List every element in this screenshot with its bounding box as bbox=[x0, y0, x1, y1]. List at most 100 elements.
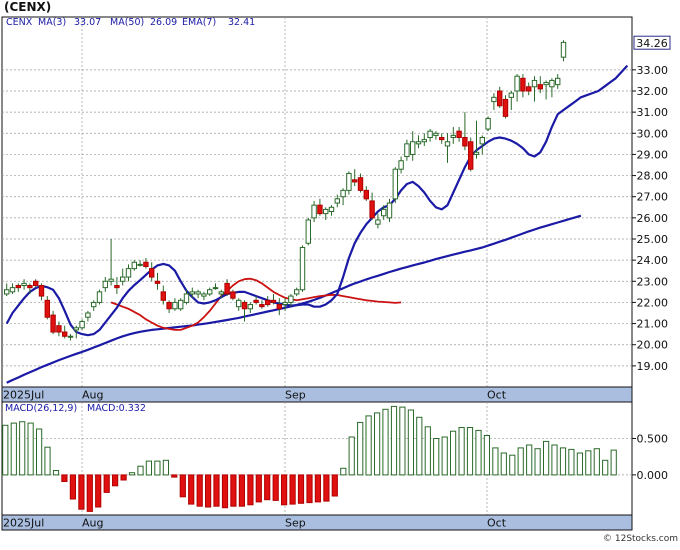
macd-bar-positive bbox=[568, 448, 575, 476]
candle-body-up bbox=[212, 287, 219, 290]
candle-body-down bbox=[33, 280, 39, 287]
candle-body-up bbox=[346, 172, 352, 191]
candle-body-down bbox=[526, 86, 532, 92]
candle-body-up bbox=[560, 41, 567, 58]
candle-body-up bbox=[207, 289, 213, 295]
macd-bar-negative bbox=[297, 474, 305, 504]
macd-bar-negative bbox=[272, 474, 279, 501]
candle bbox=[305, 217, 312, 246]
macd-bar-positive bbox=[36, 428, 43, 476]
candle bbox=[479, 135, 486, 155]
macd-bar-negative bbox=[255, 474, 262, 503]
macd-x-axis-labels: 2025Jul Aug Sep Oct bbox=[3, 517, 507, 530]
candle bbox=[317, 198, 323, 216]
candle-body-down bbox=[44, 299, 50, 318]
candle-body-up bbox=[189, 291, 196, 295]
candle bbox=[172, 298, 178, 311]
candle-body-up bbox=[91, 301, 97, 308]
candle bbox=[352, 169, 358, 187]
candle bbox=[27, 283, 33, 294]
macd-bar-positive bbox=[458, 427, 465, 476]
candle bbox=[531, 76, 538, 102]
candle bbox=[189, 287, 196, 299]
price-y-tick-label: 22.00 bbox=[637, 296, 669, 309]
candle-body-up bbox=[410, 141, 416, 155]
macd-bar-positive bbox=[416, 416, 423, 476]
macd-bar-positive bbox=[145, 460, 153, 476]
macd-bar-positive bbox=[602, 459, 609, 476]
legend-ema7-value: 32.41 bbox=[228, 17, 255, 28]
macd-bar-positive bbox=[52, 470, 60, 476]
macd-bar-negative bbox=[205, 474, 212, 508]
candle-body-up bbox=[131, 261, 138, 270]
legend-ma50-label: MA(50) bbox=[110, 17, 144, 28]
candle bbox=[491, 93, 497, 111]
price-y-tick-label: 28.00 bbox=[637, 170, 669, 183]
candle bbox=[166, 300, 172, 313]
macd-bar-positive bbox=[390, 405, 398, 476]
candle-body-up bbox=[531, 79, 538, 88]
macd-bar-positive bbox=[44, 446, 51, 476]
candle-body-up bbox=[514, 75, 520, 92]
candle bbox=[334, 194, 341, 208]
candle-body-up bbox=[392, 168, 399, 200]
candle-body-up bbox=[415, 141, 422, 145]
candle-body-up bbox=[96, 291, 103, 303]
candle-body-down bbox=[259, 304, 265, 308]
macd-bar-negative bbox=[264, 474, 271, 501]
candle-body-up bbox=[543, 82, 549, 86]
chart-title: (CENX) bbox=[4, 0, 51, 14]
candle-body-down bbox=[276, 304, 283, 310]
candle-body-down bbox=[363, 189, 370, 200]
candle bbox=[160, 285, 167, 305]
candle-body-down bbox=[352, 179, 358, 183]
candle-body-up bbox=[305, 219, 312, 244]
macd-bar-positive bbox=[500, 452, 507, 476]
macd-bar-negative bbox=[78, 474, 85, 510]
macd-y-tick-label: 0.000 bbox=[637, 469, 669, 482]
candle bbox=[543, 80, 549, 100]
candle-body-up bbox=[102, 280, 108, 289]
candle bbox=[381, 205, 387, 220]
candle bbox=[67, 334, 74, 341]
candle bbox=[241, 300, 248, 322]
candle-body-up bbox=[404, 143, 410, 158]
candle-body-down bbox=[143, 261, 149, 267]
candle bbox=[323, 207, 329, 220]
candle bbox=[560, 40, 567, 62]
series-line-ema7 bbox=[110, 277, 402, 331]
candle-body-up bbox=[236, 299, 242, 308]
macd-bar-negative bbox=[112, 474, 119, 487]
candle bbox=[178, 298, 184, 311]
last-price-label: 34.26 bbox=[633, 35, 671, 50]
candle-body-down bbox=[270, 299, 277, 303]
price-gridlines bbox=[2, 69, 632, 367]
candle-body-down bbox=[468, 141, 474, 170]
candle-body-up bbox=[172, 301, 178, 310]
candle-body-down bbox=[224, 282, 230, 295]
macd-bar-negative bbox=[213, 474, 220, 507]
macd-y-axis: 0.500 0.000 bbox=[632, 432, 669, 482]
price-y-tick-label: 30.00 bbox=[637, 127, 669, 140]
macd-bar-positive bbox=[10, 422, 17, 476]
candle-body-down bbox=[114, 285, 120, 289]
candle-body-up bbox=[375, 219, 381, 225]
candle-body-up bbox=[85, 312, 91, 318]
macd-bar-positive bbox=[534, 448, 541, 476]
candle-body-up bbox=[21, 282, 27, 287]
macd-legend: MACD(26,12,9) MACD:0.332 bbox=[5, 403, 146, 414]
candle bbox=[224, 279, 230, 297]
series-line-ma3 bbox=[5, 64, 629, 337]
price-y-tick-label: 19.00 bbox=[637, 360, 669, 373]
price-y-tick-label: 21.00 bbox=[637, 318, 669, 331]
price-panel-frame bbox=[1, 16, 633, 388]
candle-body-down bbox=[154, 280, 161, 284]
candle bbox=[143, 258, 149, 269]
candle bbox=[497, 86, 503, 108]
macd-bar-negative bbox=[103, 474, 110, 493]
candle bbox=[15, 283, 22, 292]
candle bbox=[444, 133, 451, 163]
candle bbox=[108, 239, 114, 286]
macd-bar-negative bbox=[238, 474, 246, 507]
candle bbox=[102, 277, 108, 292]
